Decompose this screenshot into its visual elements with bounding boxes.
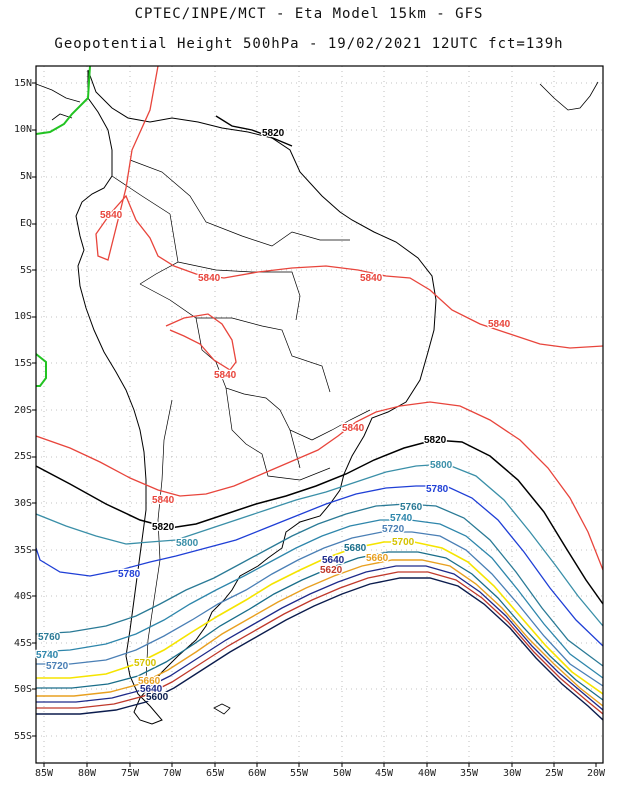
lat-label-5s: 5S <box>19 265 32 276</box>
map-title-line1: CPTEC/INPE/MCT - Eta Model 15km - GFS <box>134 6 484 22</box>
graticule <box>36 66 603 763</box>
lon-label-85w: 85W <box>34 768 54 779</box>
lat-label-45s: 45S <box>13 638 32 649</box>
falkland-islands <box>213 703 231 715</box>
ticks <box>32 82 597 767</box>
contour-5640 <box>36 565 603 711</box>
south-america-coastline <box>75 69 437 725</box>
contour-label-5780-pacific: 5780 <box>118 569 141 580</box>
contour-5840-south <box>36 401 603 571</box>
contour-label-5760-atlantic: 5760 <box>400 502 423 513</box>
lon-label-55w: 55W <box>289 768 309 779</box>
lat-label-55s: 55S <box>13 731 32 742</box>
contour-5600 <box>36 577 603 721</box>
contour-5820-north <box>215 115 293 147</box>
lat-label-15n: 15N <box>13 78 32 89</box>
lon-label-35w: 35W <box>459 768 479 779</box>
contour-label-5840-atlantic: 5840 <box>488 319 511 330</box>
lon-label-45w: 45W <box>374 768 394 779</box>
contour-5720 <box>36 531 603 687</box>
lat-label-50s: 50S <box>13 684 32 695</box>
contour-label-5720-pacific: 5720 <box>46 661 69 672</box>
contour-label-5660-atlantic: 5660 <box>366 553 389 564</box>
country-borders <box>111 159 371 681</box>
contour-5840-north <box>95 66 603 349</box>
contour-label-5840-amazon: 5840 <box>198 273 221 284</box>
contour-5660 <box>36 559 603 707</box>
contour-5620 <box>36 571 603 715</box>
lon-label-50w: 50W <box>332 768 352 779</box>
lon-label-65w: 65W <box>205 768 225 779</box>
lon-label-40w: 40W <box>417 768 437 779</box>
lon-label-20w: 20W <box>586 768 606 779</box>
contour-5780 <box>36 485 603 647</box>
lat-label-10n: 10N <box>13 124 32 135</box>
contour-label-5840-ecuador: 5840 <box>100 210 123 221</box>
contour-label-5780-atlantic: 5780 <box>426 484 449 495</box>
lat-label-40s: 40S <box>13 591 32 602</box>
contour-label-5840-chile: 5840 <box>152 495 175 506</box>
lon-label-25w: 25W <box>544 768 564 779</box>
contour-label-5720-atlantic: 5720 <box>382 524 405 535</box>
contour-label-5840-southeast: 5840 <box>342 423 365 434</box>
lon-label-60w: 60W <box>247 768 267 779</box>
contour-label-5660-patagonia: 5660 <box>138 676 161 687</box>
map-title-line2: Geopotential Height 500hPa - 19/02/2021 … <box>54 36 564 52</box>
contour-label-5640-patagonia: 5640 <box>140 684 163 695</box>
contour-5840-bolivia <box>165 313 237 371</box>
caribbean-coast <box>36 81 599 121</box>
contour-label-5800-pacific: 5800 <box>176 538 199 549</box>
contour-label-5700-atlantic: 5700 <box>392 537 415 548</box>
contour-label-5740-pacific: 5740 <box>36 650 59 661</box>
lat-label-eq: EQ <box>19 218 32 229</box>
contour-label-5800-atlantic: 5800 <box>430 460 453 471</box>
contour-label-5820-chile: 5820 <box>152 522 175 533</box>
domain-edge-line <box>36 66 91 387</box>
contour-label-5820-atlantic: 5820 <box>424 435 447 446</box>
lat-label-15s: 15S <box>13 358 32 369</box>
contour-5760 <box>36 503 603 667</box>
lat-label-10s: 10S <box>13 311 32 322</box>
lat-label-5n: 5N <box>19 171 32 182</box>
contour-label-5760-pacific: 5760 <box>38 632 61 643</box>
contour-label-5680-atlantic: 5680 <box>344 543 367 554</box>
lat-label-30s: 30S <box>13 498 32 509</box>
lat-label-20s: 20S <box>13 405 32 416</box>
contour-5740 <box>36 519 603 679</box>
contour-5680 <box>36 551 603 701</box>
lon-label-80w: 80W <box>77 768 97 779</box>
contour-label-5840-bolivia: 5840 <box>214 370 237 381</box>
contour-5800 <box>36 463 603 627</box>
lon-label-30w: 30W <box>502 768 522 779</box>
contour-label-5740-atlantic: 5740 <box>390 513 413 524</box>
contour-label-5820-north: 5820 <box>262 128 285 139</box>
contour-label-5700-patagonia: 5700 <box>134 658 157 669</box>
contour-label-5640-atlantic: 5640 <box>322 555 345 566</box>
contour-5700 <box>36 541 603 695</box>
lat-label-25s: 25S <box>13 451 32 462</box>
lat-label-35s: 35S <box>13 545 32 556</box>
map-frame <box>35 65 604 764</box>
contour-label-5620-atlantic: 5620 <box>320 565 343 576</box>
lon-label-70w: 70W <box>162 768 182 779</box>
contour-label-5600-patagonia: 5600 <box>146 692 169 703</box>
contour-5820-south <box>36 439 603 605</box>
contour-label-5840-brazil: 5840 <box>360 273 383 284</box>
lon-label-75w: 75W <box>120 768 140 779</box>
